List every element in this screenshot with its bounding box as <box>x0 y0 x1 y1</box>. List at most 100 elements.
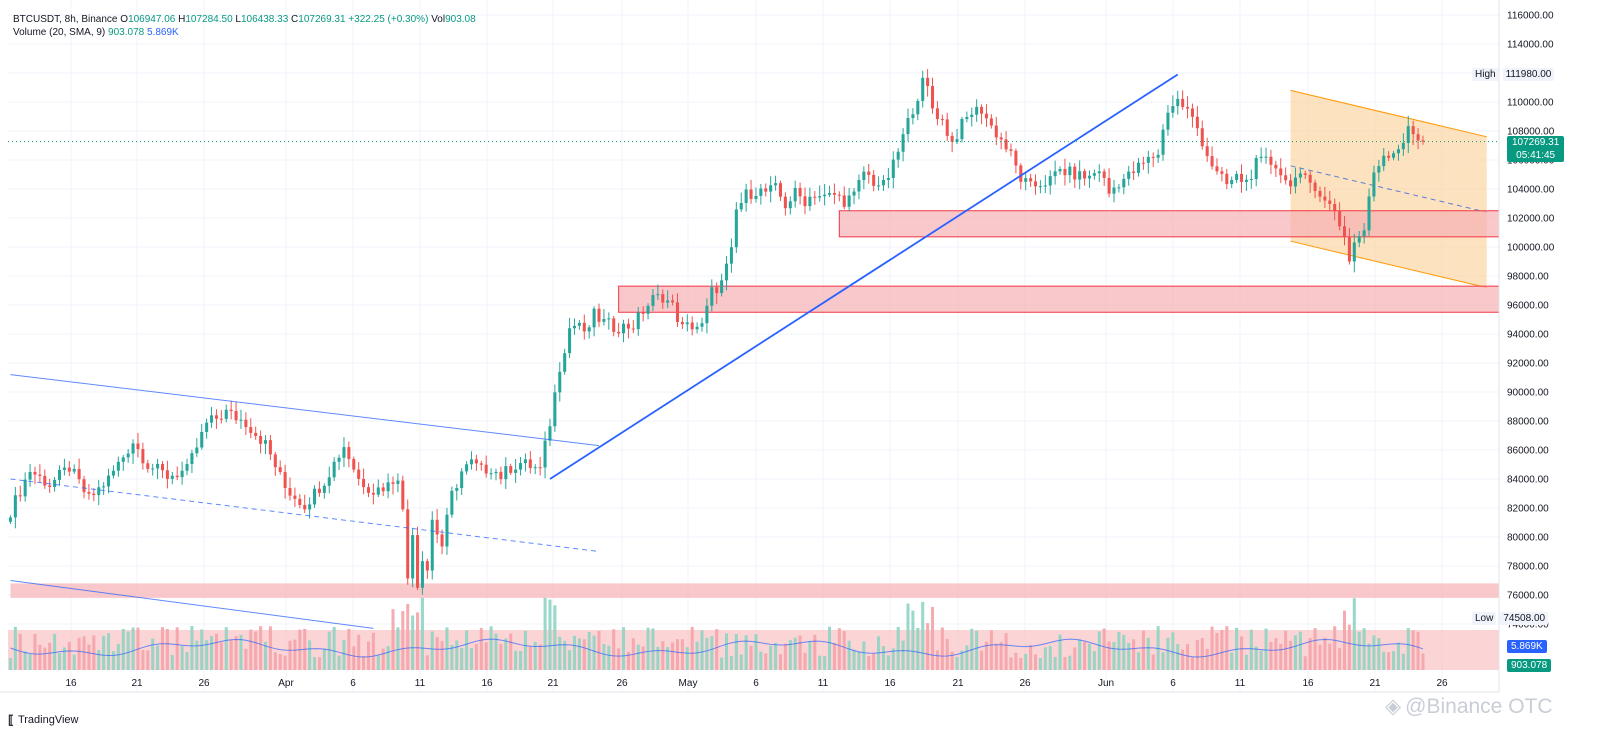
candle-body <box>1200 128 1204 147</box>
candle <box>283 464 287 499</box>
candle <box>1009 143 1013 157</box>
candle-body <box>926 77 930 87</box>
volume-bar <box>43 647 47 670</box>
candle <box>18 485 22 502</box>
symbol-title[interactable]: BTCUSDT, 8h, Binance <box>13 14 118 25</box>
candle <box>725 255 729 291</box>
candle-body <box>921 77 925 101</box>
volume-bar <box>1190 657 1194 670</box>
volume-bar <box>1215 633 1219 670</box>
candle-body <box>857 180 861 192</box>
candle <box>185 458 189 476</box>
candle-body <box>636 312 640 330</box>
candle <box>514 458 518 483</box>
candle <box>945 112 949 141</box>
volume-bar <box>935 650 939 670</box>
time-tick-label: 16 <box>481 678 493 689</box>
volume-bar <box>1244 654 1248 670</box>
candle <box>705 298 709 334</box>
volume-bar <box>317 657 321 670</box>
candle <box>82 475 86 499</box>
candle-body <box>494 471 498 474</box>
candle-body <box>886 177 890 180</box>
candle-body <box>1396 149 1400 154</box>
channel-mid-line <box>1290 165 1487 213</box>
candle-body <box>896 151 900 160</box>
volume-bar <box>729 656 733 670</box>
candle <box>170 471 174 485</box>
volume-bar <box>268 626 272 670</box>
candle-body <box>1235 173 1239 180</box>
candle-body <box>499 471 503 480</box>
volume-bar <box>891 648 895 670</box>
candle-body <box>8 517 12 522</box>
volume-bar <box>1338 648 1342 670</box>
candle-body <box>612 318 616 332</box>
candle-body <box>67 467 71 472</box>
candle-body <box>298 498 302 505</box>
candle-body <box>1362 230 1366 237</box>
candle <box>519 456 523 476</box>
volume-indicator-title[interactable]: Volume (20, SMA, 9) <box>13 27 106 38</box>
volume-bar <box>195 640 199 670</box>
candle <box>1269 149 1273 175</box>
candle-body <box>916 100 920 115</box>
candle <box>975 99 979 122</box>
candle <box>1078 160 1082 190</box>
volume-bar <box>1387 652 1391 670</box>
candle-body <box>1318 190 1322 197</box>
candle-body <box>1146 156 1150 163</box>
volume-bar <box>881 646 885 670</box>
candle <box>1392 150 1396 161</box>
candle-body <box>43 475 47 486</box>
candle-body <box>622 323 626 334</box>
candle <box>1347 228 1351 265</box>
candle <box>1102 168 1106 187</box>
volume-bar <box>1347 624 1351 670</box>
candle <box>1387 151 1391 162</box>
time-tick-label: 16 <box>65 678 77 689</box>
tradingview-brand[interactable]: ⟦ TradingView <box>8 713 79 727</box>
volume-bar <box>1352 598 1356 670</box>
candle <box>131 439 135 464</box>
volume-bar <box>347 628 351 670</box>
volume-bar <box>1132 639 1136 670</box>
candle <box>1107 168 1111 198</box>
current-price-value: 107269.31 <box>1512 137 1560 148</box>
volume-bar <box>425 655 429 670</box>
volume-bar <box>1136 652 1141 670</box>
candle-body <box>425 561 429 571</box>
volume-bar <box>803 652 807 670</box>
time-tick-label: Jun <box>1098 678 1114 689</box>
candle <box>1210 146 1214 170</box>
candle <box>1033 174 1038 195</box>
candle <box>1313 179 1317 199</box>
volume-bar <box>916 627 920 670</box>
candle <box>1043 175 1047 194</box>
candle <box>445 507 449 555</box>
low-label: L <box>235 14 241 25</box>
candle <box>690 316 694 336</box>
candle-body <box>362 478 366 488</box>
candle <box>754 187 758 203</box>
volume-bar <box>705 637 709 670</box>
volume-bar <box>955 656 959 670</box>
candle <box>960 116 964 143</box>
volume-bar <box>685 647 689 670</box>
candle-body <box>739 203 743 210</box>
candle <box>533 464 537 475</box>
candle-body <box>53 479 57 488</box>
binance-watermark: ◈ @Binance OTC <box>1385 694 1553 719</box>
candle-body <box>828 193 832 195</box>
candle <box>121 455 125 471</box>
trendlines-layer <box>8 73 1499 629</box>
volume-bar <box>1033 654 1038 670</box>
candle <box>671 294 675 306</box>
candle-body <box>543 440 547 468</box>
candle-body <box>1127 171 1131 179</box>
candle <box>224 404 228 423</box>
candle-body <box>479 463 483 465</box>
candle-body <box>592 308 596 328</box>
volume-bar <box>906 603 910 670</box>
